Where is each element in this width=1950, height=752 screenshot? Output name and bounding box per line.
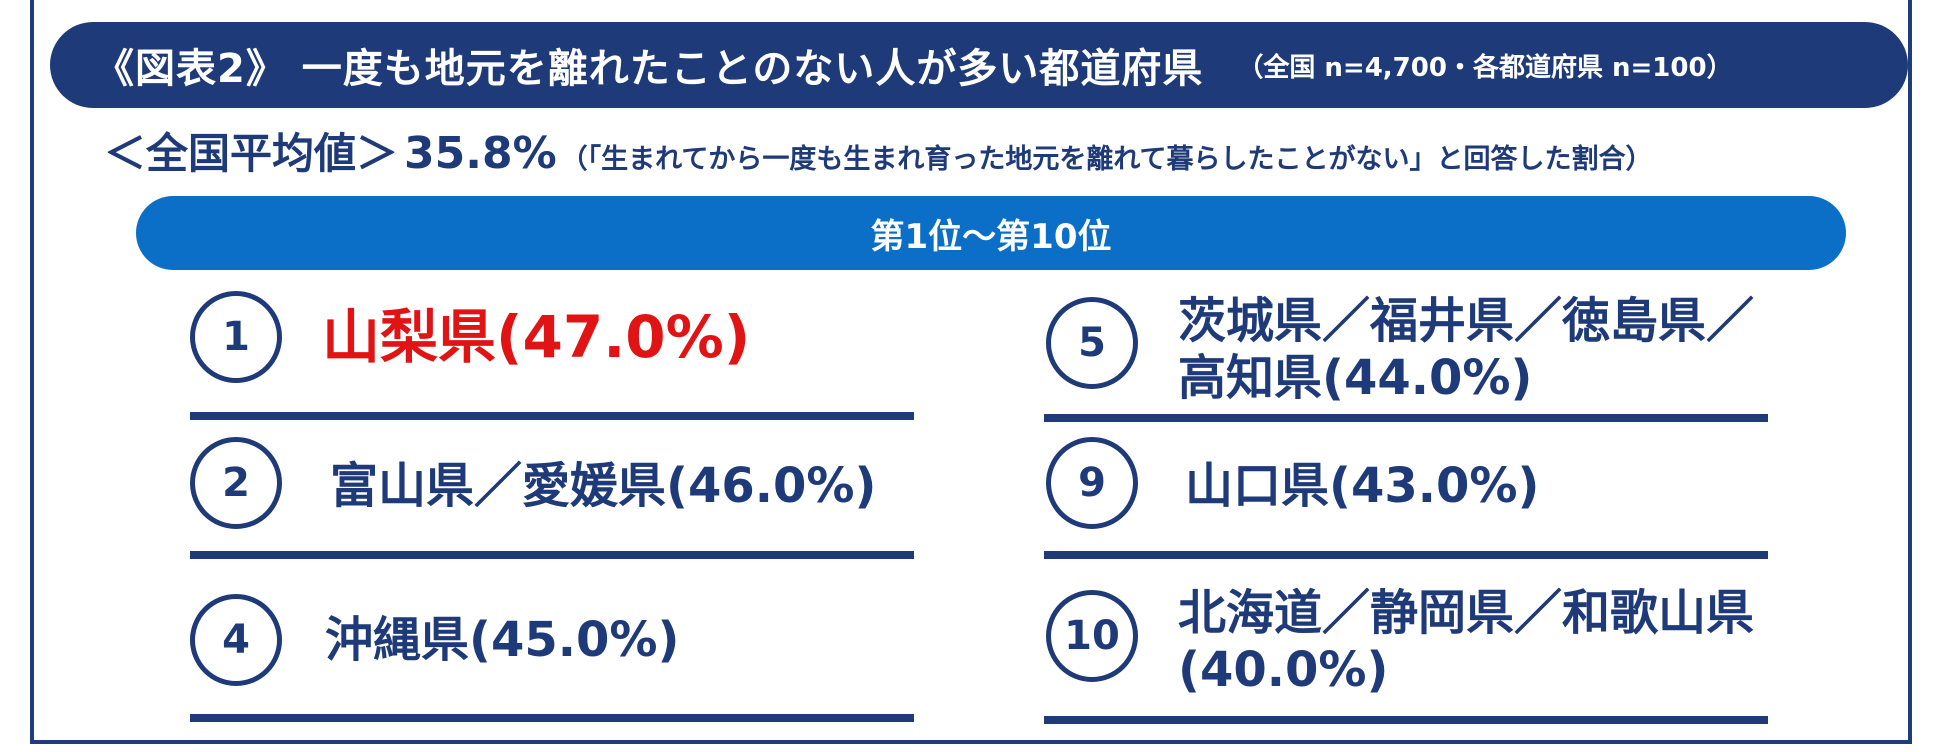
national-average: ＜全国平均値＞ 35.8% （「生まれてから一度も生まれ育った地元を離れて暮らし… (104, 120, 1904, 180)
entry-5-text-line1: 茨城県／福井県／徳島県／ (1178, 293, 1755, 349)
divider (190, 551, 914, 559)
divider (1044, 414, 1768, 422)
entry-10-text-line2: (40.0%) (1178, 642, 1389, 698)
entry-10-text-line1: 北海道／静岡県／和歌山県 (1178, 585, 1755, 641)
entry-2-text: 富山県／愛媛県(46.0%) (330, 458, 877, 514)
national-average-label: ＜全国平均値＞ (104, 129, 399, 178)
national-average-value: 35.8% (404, 128, 557, 179)
title-banner: 《図表2》 一度も地元を離れたことのない人が多い都道府県 （全国 n=4,700… (50, 22, 1908, 108)
rank-badge-5: 5 (1046, 297, 1138, 389)
rank-badge-1: 1 (190, 291, 282, 383)
divider (190, 714, 914, 722)
rank-badge-4: 4 (190, 594, 282, 686)
divider (190, 412, 914, 420)
chart-title: 《図表2》 一度も地元を離れたことのない人が多い都道府県 (94, 46, 1204, 92)
rank-badge-10: 10 (1046, 590, 1138, 682)
rank-badge-2: 2 (190, 437, 282, 529)
entry-9-text: 山口県(43.0%) (1185, 458, 1540, 514)
national-average-note: （「生まれてから一度も生まれ育った地元を離れて暮らしたことがない」と回答した割合… (560, 144, 1653, 175)
rank-range-header: 第1位～第10位 (136, 196, 1846, 270)
entry-4-text: 沖縄県(45.0%) (325, 612, 680, 668)
divider (1044, 716, 1768, 724)
rank-badge-9: 9 (1046, 437, 1138, 529)
entry-1-text: 山梨県(47.0%) (322, 303, 751, 371)
outer-frame (30, 0, 1912, 744)
sample-size-note: （全国 n=4,700・各都道府県 n=100） (1237, 52, 1733, 83)
entry-5-text-line2: 高知県(44.0%) (1178, 350, 1533, 406)
divider (1044, 551, 1768, 559)
